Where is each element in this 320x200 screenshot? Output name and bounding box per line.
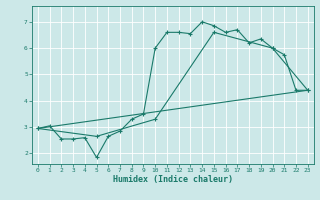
X-axis label: Humidex (Indice chaleur): Humidex (Indice chaleur) xyxy=(113,175,233,184)
